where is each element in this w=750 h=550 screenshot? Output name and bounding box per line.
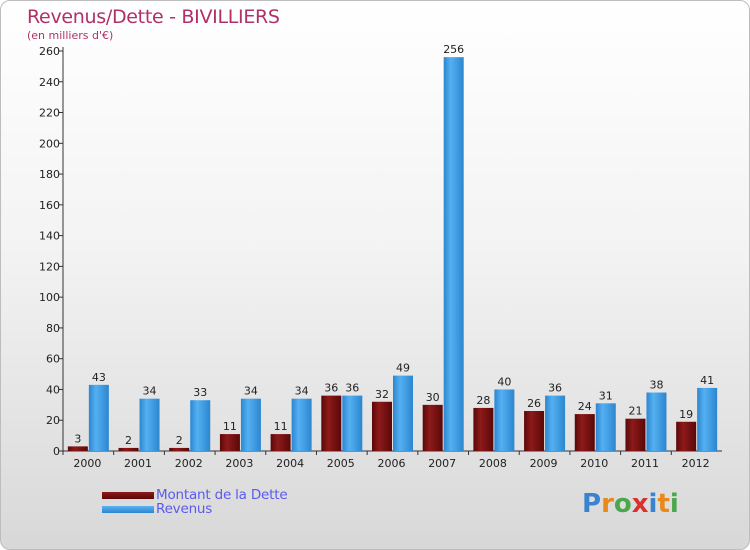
legend-label-dette: Montant de la Dette (156, 487, 288, 503)
y-tick-label: 40 (46, 383, 60, 396)
bar-revenus (190, 400, 211, 451)
x-tick-label: 2001 (124, 457, 152, 470)
data-label-revenus: 36 (548, 382, 562, 395)
legend-swatch-dette (102, 491, 154, 499)
bar-revenus (291, 398, 312, 451)
data-label-dette: 3 (74, 432, 81, 445)
x-tick-label: 2009 (530, 457, 558, 470)
data-label-dette: 2 (176, 434, 183, 447)
y-tick-label: 140 (39, 230, 60, 243)
x-tick-label: 2008 (479, 457, 507, 470)
bar-dette (372, 401, 392, 451)
data-label-revenus: 38 (649, 379, 663, 392)
data-label-dette: 11 (274, 420, 288, 433)
bar-dette (625, 418, 646, 451)
bar-revenus (697, 387, 718, 451)
data-label-dette: 21 (628, 405, 642, 418)
data-label-dette: 32 (375, 388, 389, 401)
x-tick-label: 2004 (276, 457, 304, 470)
logo-letter: o (613, 489, 632, 519)
y-tick-label: 80 (46, 322, 60, 335)
y-tick-label: 60 (46, 353, 60, 366)
proxiti-logo: Proxiti (582, 489, 679, 519)
y-tick-label: 260 (39, 45, 60, 58)
data-label-revenus: 34 (295, 385, 309, 398)
bar-dette (524, 411, 545, 451)
chart-title: Revenus/Dette - BIVILLIERS (27, 6, 280, 28)
x-tick-label: 2006 (378, 457, 406, 470)
x-tick-label: 2012 (682, 457, 710, 470)
y-tick-label: 120 (39, 260, 60, 273)
x-tick-label: 2000 (73, 457, 101, 470)
logo-letter: t (657, 489, 670, 519)
data-label-revenus: 40 (497, 375, 511, 388)
logo-letter: i (648, 489, 658, 519)
bar-dette (321, 395, 342, 451)
data-label-revenus: 31 (599, 389, 613, 402)
bar-dette (422, 404, 443, 451)
chart-subtitle: (en milliers d'€) (27, 29, 114, 42)
y-tick-label: 100 (39, 291, 60, 304)
y-tick-label: 200 (39, 137, 60, 150)
data-label-dette: 19 (679, 408, 693, 421)
logo-letter: x (631, 489, 649, 519)
x-tick-label: 2003 (225, 457, 253, 470)
bar-revenus (443, 57, 464, 452)
bar-dette (676, 421, 697, 451)
y-tick-label: 0 (53, 445, 60, 458)
x-tick-label: 2007 (428, 457, 456, 470)
bar-dette (270, 434, 291, 451)
bar-dette (473, 407, 494, 451)
legend-item-dette: Montant de la Dette (102, 487, 288, 503)
data-label-dette: 30 (426, 391, 440, 404)
y-tick-label: 220 (39, 107, 60, 120)
data-label-revenus: 34 (244, 385, 258, 398)
bar-revenus (88, 384, 109, 451)
legend-label-revenus: Revenus (156, 501, 213, 517)
bar-revenus (139, 398, 160, 451)
bar-revenus (646, 392, 667, 451)
bar-dette (169, 447, 190, 451)
bars (67, 57, 718, 452)
bar-revenus (342, 395, 363, 451)
x-tick-label: 2002 (175, 457, 203, 470)
data-label-revenus: 41 (700, 374, 714, 387)
y-tick-label: 160 (39, 199, 60, 212)
x-tick-label: 2010 (580, 457, 608, 470)
logo-letter: r (601, 489, 614, 519)
logo-letter: i (669, 489, 679, 519)
bar-revenus (240, 398, 261, 451)
data-label-dette: 2 (125, 434, 132, 447)
bar-revenus (545, 395, 566, 451)
bar-revenus (494, 389, 515, 451)
bar-revenus (393, 375, 413, 451)
x-tick-label: 2005 (327, 457, 355, 470)
y-tick-label: 180 (39, 168, 60, 181)
data-label-revenus: 34 (143, 385, 157, 398)
x-tick-label: 2011 (631, 457, 659, 470)
data-label-dette: 11 (223, 420, 237, 433)
data-label-revenus: 256 (443, 43, 464, 56)
data-label-revenus: 43 (92, 371, 106, 384)
logo-letter: P (582, 489, 602, 519)
legend-item-revenus: Revenus (102, 501, 213, 517)
data-label-revenus: 33 (193, 386, 207, 399)
data-label-dette: 36 (324, 382, 338, 395)
y-tick-label: 20 (46, 414, 60, 427)
bar-dette (574, 414, 595, 451)
bar-dette (219, 434, 240, 451)
bar-dette (67, 446, 88, 451)
bar-dette (118, 447, 139, 451)
data-label-revenus: 49 (396, 362, 410, 375)
data-label-revenus: 36 (345, 382, 359, 395)
data-label-dette: 24 (578, 400, 592, 413)
data-label-dette: 26 (527, 397, 541, 410)
data-label-dette: 28 (476, 394, 490, 407)
data-labels: 3 43 2 34 2 33 11 34 11 34 36 36 32 49 30 256 28 40 26 36 24… (74, 43, 714, 447)
y-tick-label: 240 (39, 76, 60, 89)
bar-revenus (595, 403, 616, 451)
legend-swatch-revenus (102, 505, 154, 513)
